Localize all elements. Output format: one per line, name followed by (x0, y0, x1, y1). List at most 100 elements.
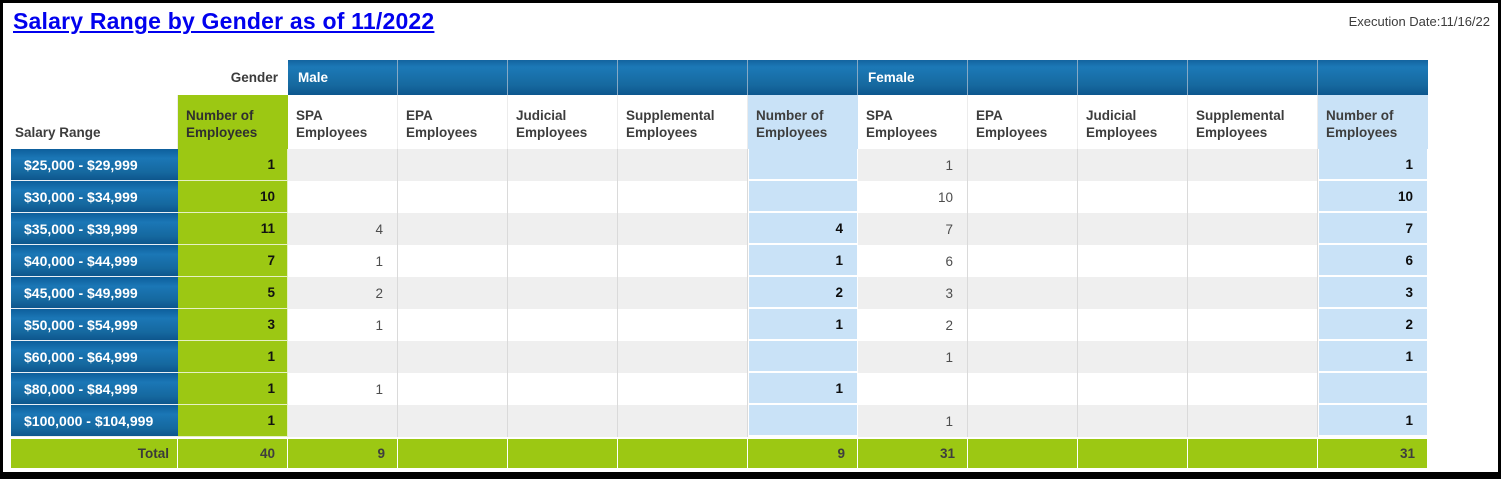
female-data-cell (1078, 373, 1189, 405)
female-data-cell: 7 (858, 213, 969, 245)
row-total-cell: 3 (178, 309, 289, 341)
male-data-cell (398, 245, 509, 277)
male-data-cell (508, 245, 619, 277)
male-data-cell (508, 277, 619, 309)
female-data-cell (1188, 245, 1319, 277)
female-number-cell: 1 (1318, 341, 1429, 373)
female-data-cell (1188, 181, 1319, 213)
salary-range-cell: $100,000 - $104,999 (11, 405, 178, 437)
female-data-cell (968, 405, 1079, 437)
male-data-cell (508, 181, 619, 213)
male-data-cell (508, 213, 619, 245)
female-number-cell: 2 (1318, 309, 1429, 341)
group-header-spacer (618, 60, 749, 95)
female-data-cell (1188, 213, 1319, 245)
male-number-cell (748, 149, 859, 181)
female-number-cell: 10 (1318, 181, 1429, 213)
female-data-cell (968, 341, 1079, 373)
female-data-cell (1078, 149, 1189, 181)
male-data-cell: 2 (288, 277, 399, 309)
male-data-cell (618, 245, 749, 277)
total-male-cell (508, 437, 619, 468)
execution-date-label: Execution Date: (1348, 14, 1441, 29)
male-number-cell (748, 181, 859, 213)
male-data-cell (288, 149, 399, 181)
female-data-cell (968, 149, 1079, 181)
column-header-female-supplemental: Supplemental Employees (1188, 95, 1319, 149)
salary-range-cell: $80,000 - $84,999 (11, 373, 178, 405)
female-data-cell (968, 373, 1079, 405)
male-data-cell (398, 373, 509, 405)
row-total-cell: 10 (178, 181, 289, 213)
male-data-cell (398, 181, 509, 213)
male-number-cell: 1 (748, 245, 859, 277)
gender-header-row: Gender Male Female (11, 60, 1429, 95)
execution-date-value: 11/16/22 (1440, 14, 1490, 29)
execution-date: Execution Date:11/16/22 (1349, 14, 1490, 29)
female-data-cell: 1 (858, 149, 969, 181)
total-female-cell: 31 (858, 437, 969, 468)
row-total-cell: 1 (178, 373, 289, 405)
table-row: $40,000 - $44,999 7 1 1 6 6 (11, 245, 1429, 277)
female-data-cell (1078, 245, 1189, 277)
female-number-cell: 3 (1318, 277, 1429, 309)
female-data-cell (1078, 405, 1189, 437)
male-data-cell (618, 373, 749, 405)
male-data-cell (398, 277, 509, 309)
column-header-female-spa: SPA Employees (858, 95, 969, 149)
group-header-spacer (508, 60, 619, 95)
female-data-cell (1078, 309, 1189, 341)
column-header-male-epa: EPA Employees (398, 95, 509, 149)
male-data-cell: 1 (288, 245, 399, 277)
female-data-cell: 1 (858, 405, 969, 437)
table-row: $100,000 - $104,999 1 1 1 (11, 405, 1429, 437)
group-header-spacer (1078, 60, 1189, 95)
female-data-cell (968, 277, 1079, 309)
male-data-cell (618, 277, 749, 309)
male-number-cell: 2 (748, 277, 859, 309)
female-data-cell (968, 213, 1079, 245)
report-title-link[interactable]: Salary Range by Gender as of 11/2022 (13, 8, 435, 34)
total-row: Total 40 9 9 31 31 (11, 437, 1429, 468)
table-row: $35,000 - $39,999 11 4 4 7 7 (11, 213, 1429, 245)
male-data-cell (398, 341, 509, 373)
male-number-cell (748, 341, 859, 373)
female-data-cell: 10 (858, 181, 969, 213)
table-row: $25,000 - $29,999 1 1 1 (11, 149, 1429, 181)
male-data-cell (398, 309, 509, 341)
female-number-cell (1318, 373, 1429, 405)
salary-range-cell: $30,000 - $34,999 (11, 181, 178, 213)
salary-range-cell: $40,000 - $44,999 (11, 245, 178, 277)
group-header-spacer (748, 60, 859, 95)
total-female-cell (968, 437, 1079, 468)
female-data-cell (1078, 181, 1189, 213)
row-total-cell: 7 (178, 245, 289, 277)
table-body: $25,000 - $29,999 1 1 1 $30,000 - $34,999 10 1… (11, 149, 1429, 468)
female-data-cell (1078, 277, 1189, 309)
female-data-cell (858, 373, 969, 405)
total-male-cell: 9 (288, 437, 399, 468)
female-number-cell: 1 (1318, 149, 1429, 181)
male-data-cell (288, 181, 399, 213)
female-data-cell: 6 (858, 245, 969, 277)
male-number-cell: 1 (748, 309, 859, 341)
female-data-cell: 2 (858, 309, 969, 341)
male-data-cell: 1 (288, 309, 399, 341)
male-data-cell: 1 (288, 373, 399, 405)
female-data-cell (1188, 277, 1319, 309)
salary-range-cell: $35,000 - $39,999 (11, 213, 178, 245)
row-total-cell: 1 (178, 149, 289, 181)
male-data-cell (508, 309, 619, 341)
group-header-female: Female (858, 60, 969, 95)
group-header-spacer (968, 60, 1079, 95)
column-header-male-judicial: Judicial Employees (508, 95, 619, 149)
gender-header-label: Gender (11, 60, 289, 95)
total-male-cell (618, 437, 749, 468)
total-male-cell: 9 (748, 437, 859, 468)
row-total-cell: 5 (178, 277, 289, 309)
male-data-cell (618, 405, 749, 437)
column-header-male-number: Number of Employees (748, 95, 859, 149)
female-number-cell: 1 (1318, 405, 1429, 437)
male-data-cell (618, 149, 749, 181)
